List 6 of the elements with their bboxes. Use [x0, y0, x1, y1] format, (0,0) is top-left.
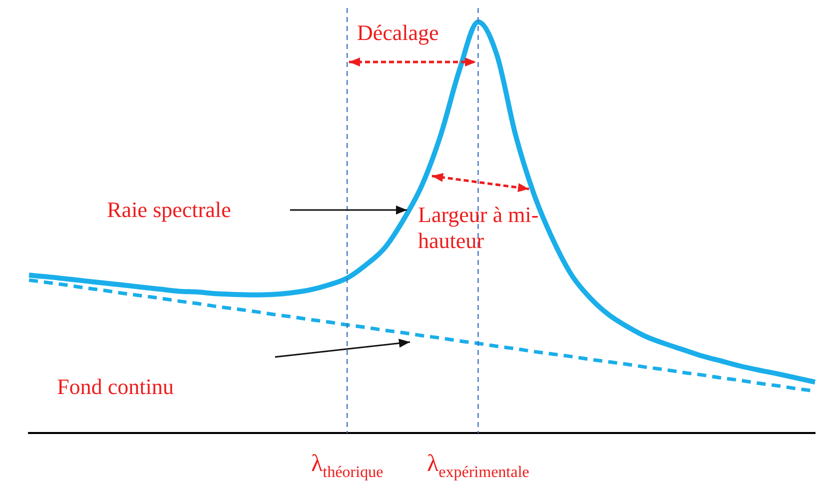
annotation: Raie spectrale — [107, 197, 231, 223]
annotation: Décalage — [357, 20, 439, 46]
x-tick-label: λ$_{expérimentale}$ — [427, 451, 530, 482]
annotation: Fond continu — [57, 374, 174, 400]
x-tick-label: λ$_{théorique}$ — [311, 451, 384, 482]
annotation: Largeur à mi-hauteur — [418, 202, 540, 254]
